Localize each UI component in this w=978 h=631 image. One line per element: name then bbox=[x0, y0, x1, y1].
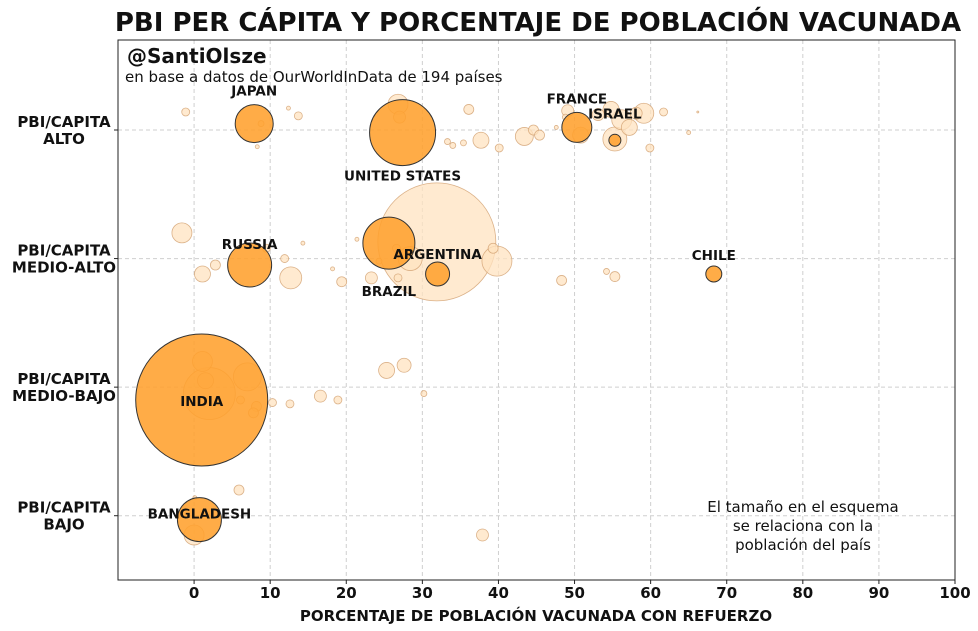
background-point bbox=[629, 106, 643, 120]
background-point bbox=[293, 111, 303, 121]
point-united-states bbox=[369, 99, 437, 167]
y-tick-label: PBI/CAPITA ALTO bbox=[17, 113, 111, 148]
point-japan bbox=[234, 104, 274, 144]
background-point bbox=[285, 399, 295, 409]
background-point bbox=[444, 138, 451, 145]
country-label-israel: ISRAEL bbox=[588, 106, 642, 122]
background-point bbox=[209, 259, 221, 271]
background-point bbox=[487, 242, 499, 254]
x-tick-label: 0 bbox=[189, 584, 199, 602]
background-point bbox=[393, 273, 403, 283]
country-label-argentina: ARGENTINA bbox=[393, 247, 482, 263]
background-point bbox=[378, 362, 396, 379]
background-point bbox=[659, 107, 668, 117]
background-point bbox=[268, 398, 277, 407]
country-label-france: FRANCE bbox=[547, 91, 608, 107]
y-tick-label: PBI/CAPITA MEDIO-BAJO bbox=[12, 370, 116, 405]
point-argentina bbox=[425, 261, 451, 287]
x-axis-label: PORCENTAJE DE POBLACIÓN VACUNADA CON REF… bbox=[300, 606, 772, 625]
size-note-text: El tamaño en el esquema se relaciona con … bbox=[707, 498, 899, 554]
background-points bbox=[171, 93, 700, 546]
country-label-chile: CHILE bbox=[692, 248, 736, 264]
x-tick-label: 80 bbox=[792, 584, 813, 602]
background-point bbox=[476, 528, 489, 542]
background-point bbox=[364, 271, 378, 285]
background-point bbox=[396, 357, 412, 373]
background-point bbox=[494, 143, 504, 153]
author-handle: @SantiOlsze bbox=[127, 44, 267, 68]
country-label-japan: JAPAN bbox=[230, 84, 277, 100]
background-point bbox=[449, 142, 457, 149]
highlighted-points bbox=[135, 99, 723, 543]
x-tick-label: 50 bbox=[564, 584, 585, 602]
y-tick-label: PBI/CAPITA BAJO bbox=[17, 499, 111, 534]
background-point bbox=[556, 275, 568, 286]
y-tick-label: PBI/CAPITA MEDIO-ALTO bbox=[12, 242, 116, 277]
point-bangladesh bbox=[176, 497, 222, 543]
point-russia bbox=[227, 242, 273, 288]
chart-title: PBI PER CÁPITA Y PORCENTAJE DE POBLACIÓN… bbox=[115, 6, 961, 38]
point-chile bbox=[705, 265, 723, 283]
x-tick-label: 60 bbox=[640, 584, 661, 602]
plot-frame bbox=[117, 39, 956, 581]
background-point bbox=[330, 266, 335, 272]
background-point bbox=[300, 240, 306, 246]
background-point bbox=[254, 144, 260, 150]
point-india bbox=[135, 333, 269, 467]
country-label-united-states: UNITED STATES bbox=[344, 169, 461, 185]
x-tick-label: 100 bbox=[939, 584, 970, 602]
x-tick-label: 70 bbox=[716, 584, 737, 602]
country-label-russia: RUSSIA bbox=[222, 237, 278, 253]
background-point bbox=[686, 130, 692, 135]
point-brazil bbox=[362, 216, 416, 270]
background-point bbox=[472, 131, 490, 149]
background-point bbox=[194, 265, 211, 283]
background-point bbox=[314, 389, 327, 403]
background-point bbox=[420, 390, 428, 397]
x-tick-label: 90 bbox=[868, 584, 889, 602]
background-point bbox=[553, 125, 559, 130]
background-point bbox=[336, 276, 348, 288]
country-label-brazil: BRAZIL bbox=[362, 284, 417, 300]
x-tick-label: 40 bbox=[488, 584, 509, 602]
x-tick-label: 20 bbox=[336, 584, 357, 602]
background-point bbox=[463, 104, 475, 115]
background-point bbox=[181, 107, 191, 117]
size-note: El tamaño en el esquema se relaciona con … bbox=[707, 498, 899, 554]
background-point bbox=[280, 254, 290, 263]
grid bbox=[118, 40, 956, 580]
background-point bbox=[602, 101, 620, 118]
background-point bbox=[279, 266, 303, 290]
country-label-india: INDIA bbox=[180, 394, 224, 410]
y-axis-ticks: PBI/CAPITA ALTO PBI/CAPITA MEDIO-ALTO PBI/CA… bbox=[12, 113, 118, 534]
background-point bbox=[354, 236, 360, 242]
x-tick-label: 30 bbox=[412, 584, 433, 602]
country-label-bangladesh: BANGLADESH bbox=[148, 507, 252, 523]
background-point bbox=[233, 484, 245, 496]
x-axis-ticks: 0 10 20 30 40 50 60 70 80 90 100 bbox=[189, 580, 971, 602]
background-point bbox=[696, 110, 700, 114]
background-point bbox=[603, 268, 610, 275]
background-point bbox=[609, 271, 621, 282]
background-point bbox=[534, 129, 545, 141]
background-point bbox=[286, 105, 291, 111]
background-point bbox=[171, 222, 193, 244]
point-israel bbox=[608, 133, 622, 147]
x-tick-label: 10 bbox=[260, 584, 281, 602]
background-point bbox=[460, 139, 467, 147]
background-point bbox=[645, 143, 655, 153]
source-note: en base a datos de OurWorldInData de 194… bbox=[125, 68, 503, 86]
background-point bbox=[620, 119, 638, 136]
background-point bbox=[333, 395, 343, 405]
point-france bbox=[561, 111, 593, 143]
background-point bbox=[591, 108, 605, 121]
